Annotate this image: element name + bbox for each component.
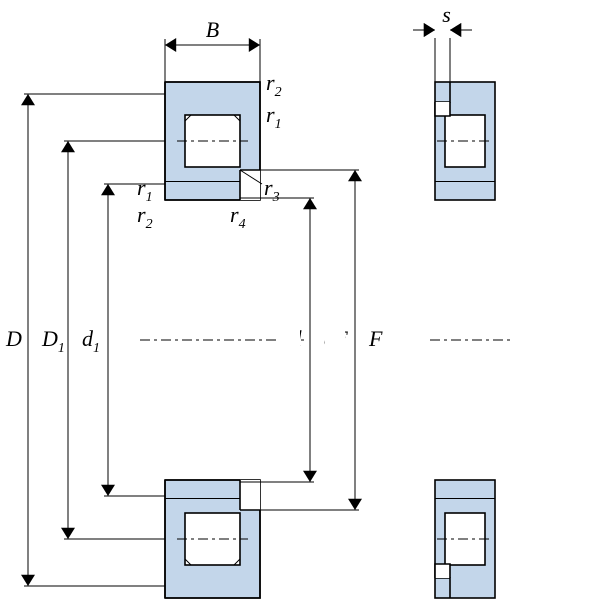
- svg-text:r4: r4: [230, 202, 246, 232]
- svg-text:D: D: [5, 326, 22, 351]
- svg-text:r1: r1: [266, 102, 282, 132]
- svg-text:r2: r2: [137, 202, 153, 232]
- svg-text:r3: r3: [264, 175, 280, 205]
- svg-text:r1: r1: [137, 175, 153, 205]
- svg-text:d1: d1: [82, 326, 100, 356]
- svg-text:D1: D1: [41, 326, 65, 356]
- svg-text:r2: r2: [266, 70, 282, 100]
- svg-text:B: B: [206, 17, 219, 42]
- svg-text:s: s: [442, 2, 451, 27]
- svg-text:F: F: [368, 326, 383, 351]
